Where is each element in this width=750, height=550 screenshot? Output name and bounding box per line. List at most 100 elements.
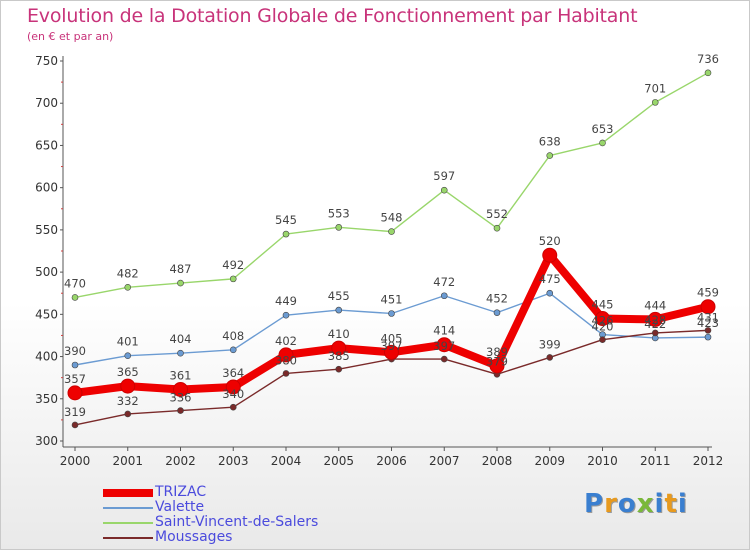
y-tick-label: 500 bbox=[35, 265, 58, 279]
data-point bbox=[282, 311, 290, 319]
data-point bbox=[704, 333, 712, 341]
x-tick-label: 2011 bbox=[640, 454, 671, 468]
chart-title: Evolution de la Dotation Globale de Fonc… bbox=[27, 5, 638, 27]
data-label: 397 bbox=[433, 339, 455, 353]
data-point bbox=[229, 403, 237, 411]
data-label: 422 bbox=[644, 317, 666, 331]
data-label: 452 bbox=[486, 292, 508, 306]
legend-label: Moussages bbox=[155, 529, 233, 545]
data-label: 545 bbox=[275, 213, 297, 227]
data-label: 336 bbox=[170, 391, 192, 405]
x-tick-label: 2009 bbox=[534, 454, 565, 468]
y-tick-label: 450 bbox=[35, 307, 58, 321]
x-tick-label: 2008 bbox=[482, 454, 513, 468]
data-label: 445 bbox=[592, 298, 614, 312]
data-point bbox=[388, 228, 395, 235]
data-point bbox=[229, 275, 237, 283]
y-tick-label: 750 bbox=[35, 54, 58, 68]
data-label: 449 bbox=[275, 294, 297, 308]
data-point bbox=[120, 378, 136, 394]
data-label: 431 bbox=[697, 310, 719, 324]
data-point bbox=[177, 349, 184, 357]
y-tick-label: 350 bbox=[35, 392, 58, 406]
data-point bbox=[173, 381, 188, 397]
data-point bbox=[489, 358, 505, 374]
y-tick-label: 650 bbox=[35, 138, 58, 152]
data-label: 385 bbox=[328, 349, 350, 363]
data-point bbox=[67, 385, 83, 401]
data-point bbox=[124, 410, 132, 418]
data-point bbox=[335, 365, 343, 373]
data-label: 487 bbox=[170, 262, 192, 276]
data-point bbox=[71, 421, 79, 429]
data-label: 319 bbox=[64, 405, 86, 419]
legend-swatch bbox=[103, 537, 153, 539]
data-label: 340 bbox=[222, 387, 244, 401]
data-point bbox=[229, 346, 237, 354]
x-tick-label: 2004 bbox=[271, 454, 302, 468]
data-point bbox=[335, 306, 343, 314]
chart-subtitle: (en € et par an) bbox=[27, 30, 114, 43]
data-label: 361 bbox=[170, 368, 192, 382]
y-tick-label: 600 bbox=[35, 181, 58, 195]
data-label: 390 bbox=[64, 344, 86, 358]
y-tick-label: 700 bbox=[35, 96, 58, 110]
data-label: 389 bbox=[486, 345, 508, 359]
data-point bbox=[546, 289, 554, 297]
data-point bbox=[542, 247, 558, 263]
data-point bbox=[440, 355, 448, 363]
legend-swatch bbox=[103, 507, 153, 509]
data-label: 401 bbox=[117, 335, 139, 349]
data-label: 428 bbox=[644, 313, 666, 327]
data-label: 402 bbox=[275, 334, 297, 348]
data-label: 420 bbox=[592, 320, 614, 334]
data-point bbox=[71, 294, 79, 301]
data-point bbox=[331, 340, 347, 356]
data-label: 475 bbox=[539, 272, 561, 286]
data-point bbox=[335, 224, 343, 231]
data-label: 332 bbox=[117, 394, 139, 408]
x-tick-label: 2003 bbox=[218, 454, 249, 468]
data-label: 482 bbox=[117, 266, 139, 280]
data-point bbox=[177, 279, 184, 287]
x-tick-label: 2002 bbox=[165, 454, 196, 468]
x-tick-label: 2001 bbox=[112, 454, 143, 468]
y-tick-label: 550 bbox=[35, 223, 58, 237]
data-label: 410 bbox=[328, 327, 350, 341]
x-tick-label: 2012 bbox=[693, 454, 724, 468]
data-label: 455 bbox=[328, 289, 350, 303]
data-label: 423 bbox=[697, 316, 719, 330]
data-point bbox=[493, 309, 501, 316]
data-point bbox=[440, 292, 448, 300]
data-point bbox=[388, 310, 395, 317]
data-label: 470 bbox=[64, 276, 86, 290]
data-label: 520 bbox=[539, 234, 561, 248]
data-label: 492 bbox=[222, 258, 244, 272]
data-point bbox=[177, 407, 184, 414]
data-label: 365 bbox=[117, 365, 139, 379]
data-point bbox=[384, 344, 399, 360]
data-point bbox=[124, 352, 132, 360]
data-label: 404 bbox=[170, 332, 192, 346]
data-label: 399 bbox=[539, 337, 561, 351]
data-point bbox=[647, 311, 663, 327]
data-label: 408 bbox=[222, 329, 244, 343]
x-tick-label: 2010 bbox=[587, 454, 618, 468]
x-tick-label: 2005 bbox=[323, 454, 354, 468]
data-label: 553 bbox=[328, 206, 350, 220]
legend-swatch bbox=[103, 522, 153, 524]
data-label: 552 bbox=[486, 207, 508, 221]
x-tick-label: 2007 bbox=[429, 454, 460, 468]
data-point bbox=[436, 337, 452, 353]
data-label: 459 bbox=[697, 286, 719, 300]
data-label: 364 bbox=[222, 366, 244, 380]
data-label: 414 bbox=[433, 324, 455, 338]
data-point bbox=[278, 347, 294, 363]
data-label: 379 bbox=[486, 354, 508, 368]
y-tick-label: 400 bbox=[35, 350, 58, 364]
data-label: 405 bbox=[381, 331, 403, 345]
legend-swatch bbox=[103, 489, 153, 497]
data-label: 597 bbox=[433, 169, 455, 183]
